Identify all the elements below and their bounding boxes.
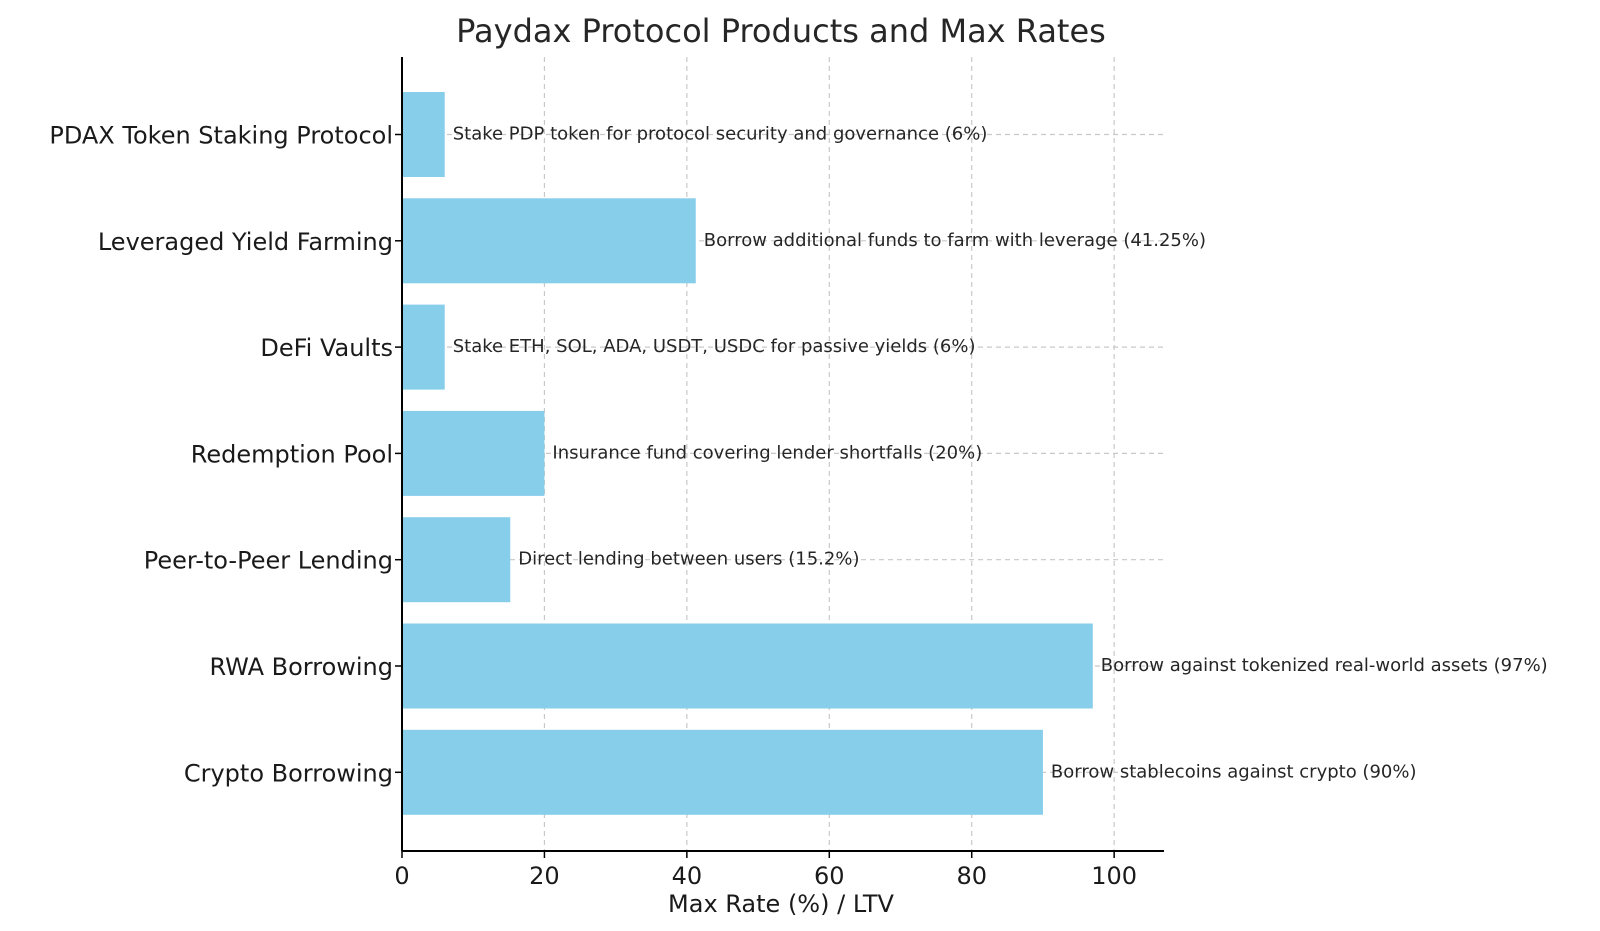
x-tick-label: 0 xyxy=(394,862,409,890)
x-axis-label: Max Rate (%) / LTV xyxy=(668,890,895,918)
x-tick-label: 20 xyxy=(529,862,560,890)
bar xyxy=(402,304,445,390)
category-label: PDAX Token Staking Protocol xyxy=(49,122,393,150)
bar xyxy=(402,517,511,603)
x-tick-label: 40 xyxy=(672,862,703,890)
bar xyxy=(402,729,1043,815)
category-label: Leveraged Yield Farming xyxy=(98,228,393,256)
bar xyxy=(402,92,445,177)
axes: 0 20 40 60 80 100 Crypto Borrowing RWA Borrowin… xyxy=(49,57,1164,890)
bar-annotation: Borrow against tokenized real-world asse… xyxy=(1101,655,1548,676)
category-label: Peer-to-Peer Lending xyxy=(144,547,393,575)
bar-annotation: Insurance fund covering lender shortfall… xyxy=(552,442,982,463)
bar-annotation: Stake PDP token for protocol security an… xyxy=(453,124,988,145)
category-label: DeFi Vaults xyxy=(260,334,393,362)
category-label: RWA Borrowing xyxy=(209,653,393,681)
chart-title: Paydax Protocol Products and Max Rates xyxy=(456,12,1106,50)
category-label: Redemption Pool xyxy=(191,440,393,468)
bar xyxy=(402,410,545,496)
bar-annotation: Direct lending between users (15.2%) xyxy=(518,549,859,570)
data-labels: Borrow stablecoins against crypto (90%) B… xyxy=(453,124,1548,783)
bar xyxy=(402,198,696,284)
bar-annotation: Borrow additional funds to farm with lev… xyxy=(704,230,1206,251)
bar-annotation: Stake ETH, SOL, ADA, USDT, USDC for pass… xyxy=(453,336,976,357)
bar-annotation: Borrow stablecoins against crypto (90%) xyxy=(1051,761,1417,782)
x-tick-label: 60 xyxy=(814,862,845,890)
category-label: Crypto Borrowing xyxy=(184,759,393,787)
bar xyxy=(402,623,1093,709)
x-tick-label: 100 xyxy=(1091,862,1137,890)
bars xyxy=(402,92,1093,815)
x-tick-label: 80 xyxy=(956,862,987,890)
